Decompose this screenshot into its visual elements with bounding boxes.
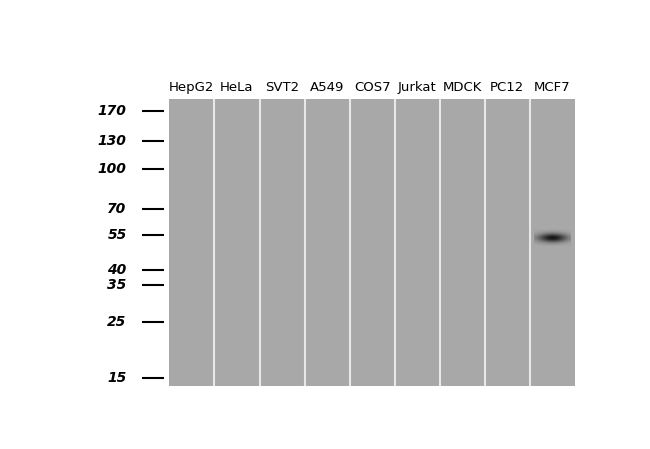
Text: 15: 15 xyxy=(107,371,127,385)
Text: MCF7: MCF7 xyxy=(534,81,571,94)
Text: 40: 40 xyxy=(107,263,127,277)
Bar xyxy=(170,99,575,386)
Text: PC12: PC12 xyxy=(490,81,525,94)
Text: A549: A549 xyxy=(310,81,345,94)
Text: 55: 55 xyxy=(107,228,127,242)
Text: COS7: COS7 xyxy=(354,81,391,94)
Text: 25: 25 xyxy=(107,315,127,329)
Text: HepG2: HepG2 xyxy=(169,81,214,94)
Text: 100: 100 xyxy=(98,163,127,176)
Text: HeLa: HeLa xyxy=(220,81,254,94)
Text: 35: 35 xyxy=(107,278,127,292)
Text: Jurkat: Jurkat xyxy=(398,81,437,94)
Text: 70: 70 xyxy=(107,202,127,216)
Text: 130: 130 xyxy=(98,134,127,148)
Text: MDCK: MDCK xyxy=(443,81,482,94)
Text: SVT2: SVT2 xyxy=(265,81,299,94)
Text: 170: 170 xyxy=(98,104,127,118)
